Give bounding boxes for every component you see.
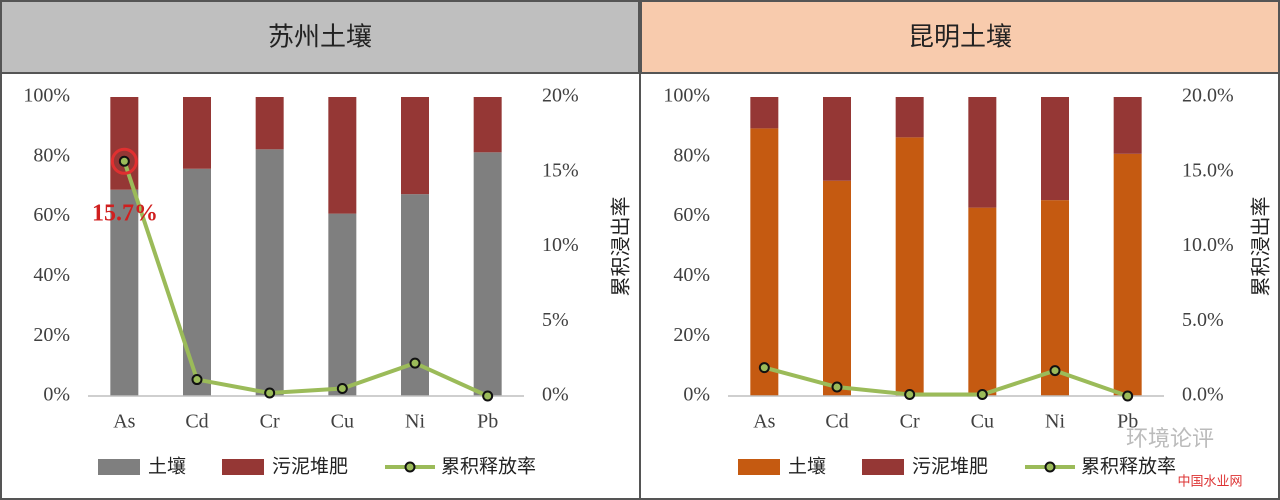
y2-tick-label: 10.0%	[1182, 234, 1234, 256]
line-marker	[191, 374, 203, 386]
y2-tick-label: 15%	[542, 159, 579, 181]
legend-label: 土壤	[148, 456, 186, 478]
line-marker	[118, 155, 130, 167]
x-tick-label: Cr	[900, 411, 920, 433]
y-tick-label: 80%	[33, 144, 70, 166]
y2-tick-label: 5.0%	[1182, 309, 1224, 331]
y-tick-label: 40%	[33, 264, 70, 286]
line-marker	[1122, 390, 1134, 402]
bar	[968, 97, 997, 208]
x-tick-label: Ni	[1045, 411, 1065, 433]
legend-swatch	[862, 459, 904, 475]
bar	[110, 189, 139, 396]
x-tick-label: As	[753, 411, 775, 433]
line-marker	[336, 383, 348, 395]
x-tick-label: Cd	[825, 411, 848, 433]
bar	[328, 97, 357, 214]
panel-header	[640, 0, 1280, 74]
bar	[1041, 200, 1069, 396]
bar	[110, 97, 139, 190]
line-marker	[264, 387, 276, 399]
legend-swatch	[222, 459, 264, 475]
bar	[750, 97, 779, 129]
line-marker	[758, 362, 770, 374]
bar	[1113, 97, 1142, 154]
bar	[895, 137, 924, 397]
line-marker	[976, 389, 988, 401]
bar	[750, 128, 779, 396]
chart-title: 苏州土壤	[268, 23, 372, 53]
y-tick-label: 80%	[673, 144, 710, 166]
y2-axis-label: 累积浸出率	[1249, 197, 1273, 297]
bar	[255, 97, 284, 150]
line-marker	[409, 357, 421, 369]
x-tick-label: Ni	[405, 411, 425, 433]
x-tick-label: As	[113, 411, 135, 433]
x-tick-label: Pb	[1117, 411, 1138, 433]
y-tick-label: 100%	[23, 85, 70, 107]
legend-label: 累积释放率	[441, 456, 536, 478]
y2-tick-label: 20.0%	[1182, 85, 1234, 107]
legend-label: 累积释放率	[1081, 456, 1176, 478]
bar	[255, 149, 284, 396]
bar	[823, 97, 851, 181]
x-tick-label: Cu	[971, 411, 994, 433]
y2-axis-label: 累积浸出率	[609, 197, 633, 297]
watermark: 中国水业网	[1177, 475, 1242, 490]
bar	[895, 97, 924, 138]
x-tick-label: Cu	[331, 411, 354, 433]
annotation: 15.7%	[92, 201, 158, 227]
y-tick-label: 40%	[673, 264, 710, 286]
annotation-circle	[110, 147, 138, 175]
x-tick-label: Cr	[260, 411, 280, 433]
legend-label: 污泥堆肥	[912, 456, 988, 478]
line-marker	[1049, 365, 1061, 377]
y2-tick-label: 10%	[542, 234, 579, 256]
bar	[401, 97, 429, 195]
x-tick-label: Cd	[185, 411, 208, 433]
y2-tick-label: 20%	[542, 85, 579, 107]
y-tick-label: 0%	[43, 384, 70, 406]
bar	[823, 180, 851, 396]
bar	[183, 97, 211, 169]
bar	[328, 213, 357, 396]
legend-label: 土壤	[788, 456, 826, 478]
y-tick-label: 20%	[33, 324, 70, 346]
y2-tick-label: 15.0%	[1182, 159, 1234, 181]
line-marker	[904, 389, 916, 401]
legend-swatch	[404, 461, 416, 473]
y2-tick-label: 5%	[542, 309, 569, 331]
line-marker	[482, 390, 494, 402]
bar	[473, 97, 502, 153]
y-tick-label: 0%	[683, 384, 710, 406]
y2-tick-label: 0.0%	[1182, 384, 1224, 406]
bar	[968, 207, 997, 396]
y-tick-label: 100%	[663, 85, 710, 107]
bar	[183, 168, 211, 396]
line	[763, 365, 1129, 398]
legend-label: 污泥堆肥	[272, 456, 348, 478]
x-tick-label: Pb	[477, 411, 498, 433]
chart-title: 昆明土壤	[908, 23, 1012, 53]
legend-swatch	[1044, 461, 1056, 473]
y2-tick-label: 0%	[542, 384, 569, 406]
bar	[473, 152, 502, 396]
y-tick-label: 20%	[673, 324, 710, 346]
watermark: 环境论评	[1126, 427, 1214, 452]
legend-swatch	[98, 459, 140, 475]
bar	[1113, 153, 1142, 396]
bar	[1041, 97, 1069, 201]
y-tick-label: 60%	[33, 204, 70, 226]
panel-header	[0, 0, 640, 74]
legend-swatch	[738, 459, 780, 475]
line	[122, 160, 489, 398]
line-marker	[831, 381, 843, 393]
y-tick-label: 60%	[673, 204, 710, 226]
